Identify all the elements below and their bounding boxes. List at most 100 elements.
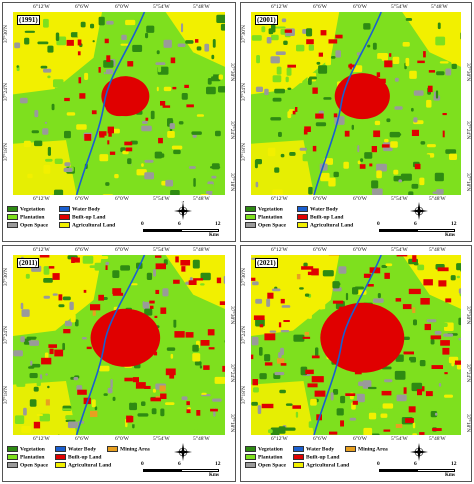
land-patch: [207, 433, 216, 435]
swatch: [293, 446, 304, 452]
land-patch: [200, 272, 211, 281]
land-patch: [275, 51, 286, 55]
land-patch: [86, 141, 91, 149]
land-patch: [172, 117, 177, 121]
land-patch: [434, 412, 438, 416]
swatch: [297, 214, 308, 220]
land-patch: [36, 378, 41, 387]
legend-item-built-up: Built-up Land: [59, 214, 105, 221]
built-up-patch: [149, 300, 155, 304]
lat-tick: 37°30'N: [241, 25, 247, 44]
land-patch: [114, 174, 119, 179]
land-patch: [296, 44, 305, 52]
built-up-patch: [181, 266, 186, 272]
land-patch: [20, 302, 24, 310]
land-patch: [14, 415, 25, 424]
lon-tick: 5°48'W: [193, 436, 210, 442]
land-patch: [270, 117, 282, 121]
legend-item-mining: Mining Area: [107, 446, 150, 453]
built-up-patch: [188, 280, 197, 285]
land-patch: [439, 322, 448, 327]
built-up-patch: [423, 51, 426, 58]
land-patch: [374, 120, 381, 126]
land-patch: [457, 77, 461, 80]
legend-item-built-up: Built-up Land: [293, 454, 339, 461]
land-patch: [278, 131, 282, 137]
land-patch: [25, 273, 30, 279]
land-patch: [380, 413, 388, 418]
built-up-patch: [444, 372, 448, 375]
land-patch: [385, 263, 393, 267]
scale-bar: 0 6 12 Kms: [141, 221, 227, 239]
built-up-patch: [278, 322, 282, 328]
lon-tick: 5°54'W: [153, 436, 170, 442]
lat-tick: 37°18'N: [229, 173, 235, 192]
land-patch: [267, 147, 276, 157]
land-patch: [280, 330, 290, 333]
built-up-patch: [442, 130, 445, 138]
built-up-core: [99, 333, 140, 363]
land-patch: [70, 370, 77, 374]
land-patch: [73, 377, 79, 381]
built-up-patch: [369, 163, 373, 167]
land-patch: [54, 87, 58, 95]
land-patch: [43, 164, 51, 174]
land-patch: [44, 121, 48, 124]
land-patch: [159, 153, 165, 158]
agricultural-area: [402, 12, 461, 67]
land-patch: [280, 29, 286, 35]
land-patch: [360, 158, 364, 162]
built-up-patch: [126, 415, 132, 423]
land-patch: [130, 140, 138, 145]
land-patch: [99, 256, 109, 259]
land-patch: [144, 172, 154, 180]
built-up-patch: [307, 383, 318, 388]
built-up-patch: [98, 294, 104, 301]
land-patch: [194, 423, 198, 431]
built-up-patch: [112, 288, 122, 294]
built-up-patch: [160, 101, 166, 106]
land-patch: [448, 168, 455, 174]
land-patch: [170, 190, 180, 195]
lon-tick: 6°6'W: [313, 436, 327, 442]
land-patch: [192, 344, 199, 352]
land-patch: [330, 392, 334, 401]
land-patch: [160, 408, 165, 417]
land-patch: [445, 68, 452, 76]
land-patch: [306, 287, 313, 290]
lat-tick: 37°18'N: [465, 414, 471, 433]
land-patch: [255, 181, 259, 188]
land-patch: [392, 56, 400, 64]
land-patch: [303, 262, 308, 267]
land-patch: [402, 42, 410, 47]
built-up-patch: [329, 431, 338, 435]
land-patch: [43, 18, 49, 28]
land-patch: [294, 68, 304, 75]
land-patch: [55, 32, 60, 41]
built-up-patch: [344, 130, 350, 137]
built-up-patch: [381, 144, 390, 148]
built-up-patch: [414, 163, 421, 170]
land-patch: [259, 347, 263, 356]
built-up-core: [331, 330, 381, 366]
land-patch: [58, 304, 65, 308]
land-patch: [167, 131, 175, 138]
land-patch: [125, 19, 136, 26]
land-patch: [205, 72, 214, 77]
lon-tick: 5°48'W: [429, 436, 446, 442]
land-patch: [103, 393, 108, 396]
built-up-patch: [124, 377, 133, 382]
land-patch: [364, 263, 368, 272]
land-patch: [443, 260, 447, 265]
swatch: [7, 446, 18, 452]
land-patch: [302, 153, 314, 162]
land-patch: [434, 331, 442, 335]
mining-patch: [296, 274, 301, 280]
land-patch: [307, 313, 312, 319]
mining-patch: [92, 310, 96, 316]
built-up-patch: [442, 347, 450, 355]
land-patch: [157, 63, 162, 73]
land-patch: [103, 60, 114, 68]
land-patch: [151, 408, 157, 415]
scale-label: 0: [377, 461, 380, 467]
